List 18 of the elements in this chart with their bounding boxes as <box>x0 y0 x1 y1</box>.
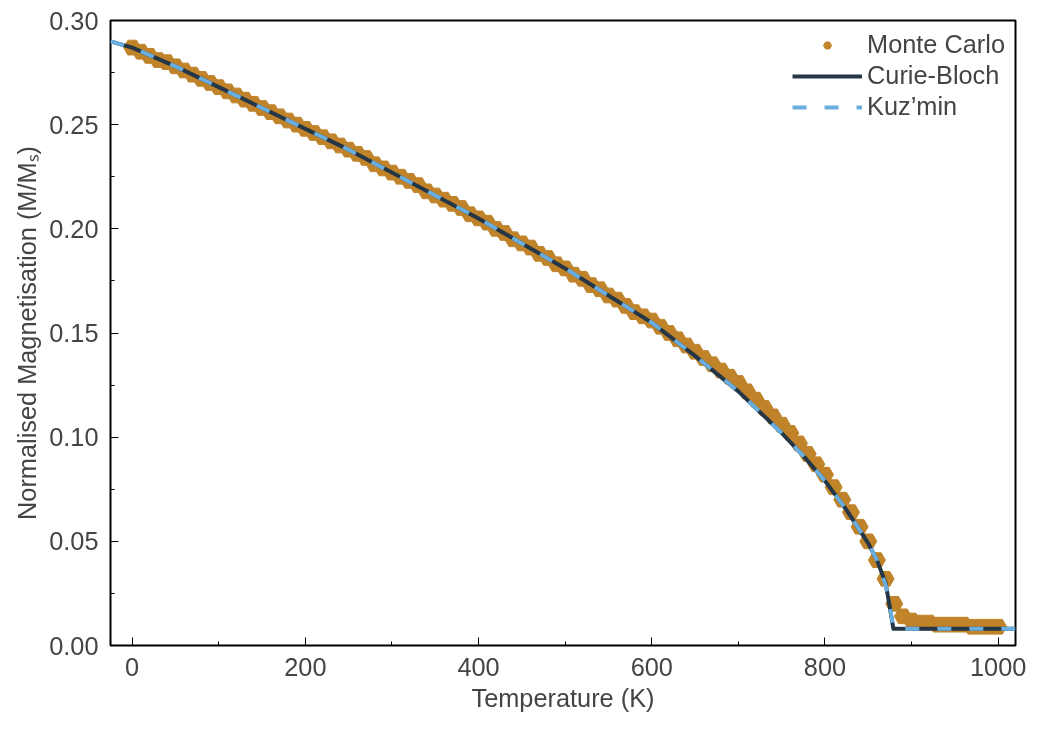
x-tick-label: 600 <box>630 652 673 681</box>
y-tick-label: 0.00 <box>49 631 99 660</box>
x-tick-label: 400 <box>457 652 500 681</box>
y-tick-label: 0.20 <box>49 214 99 243</box>
x-tick-label: 800 <box>803 652 847 681</box>
y-tick-label: 0.25 <box>49 110 99 139</box>
legend-label: Curie-Bloch <box>867 61 1000 90</box>
legend-label: Monte Carlo <box>867 30 1005 59</box>
x-tick-label: 1000 <box>970 652 1027 681</box>
x-tick-label: 0 <box>125 652 140 681</box>
x-tick-label: 200 <box>284 652 327 681</box>
x-axis-title: Temperature (K) <box>471 683 655 712</box>
y-tick-label: 0.10 <box>49 423 99 452</box>
y-tick-label: 0.30 <box>49 6 99 35</box>
y-tick-label: 0.15 <box>49 319 99 347</box>
y-axis-title: Normalised Magnetisation (M/Mₛ) <box>13 146 42 520</box>
legend-label: Kuz’min <box>867 92 958 121</box>
y-tick-label: 0.05 <box>49 527 99 556</box>
